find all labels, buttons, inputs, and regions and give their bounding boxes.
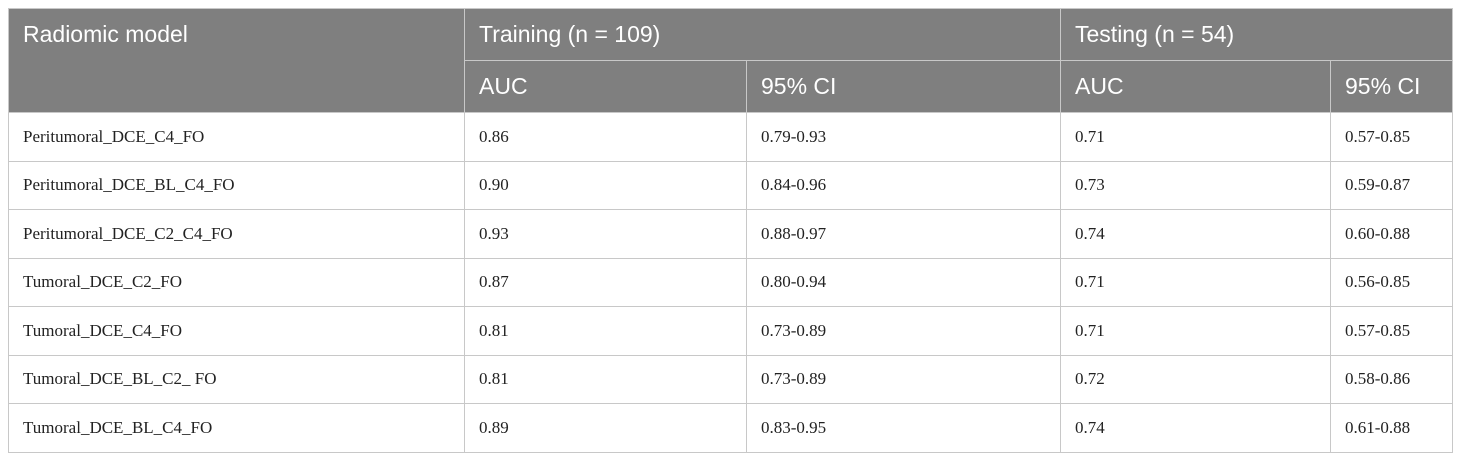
table-cell: 0.61-0.88 (1330, 403, 1454, 453)
table-cell: 0.88-0.97 (745, 209, 1062, 259)
table-row: Tumoral_DCE_C2_FO 0.87 0.80-0.94 0.71 0.56-0… (8, 257, 1454, 307)
table-cell: Tumoral_DCE_BL_C2_ FO (8, 354, 465, 404)
table-header: Radiomic model Training (n = 109) Testin… (8, 8, 1454, 113)
table-cell: Peritumoral_DCE_C4_FO (8, 112, 465, 162)
table-cell: 0.79-0.93 (745, 112, 1062, 162)
table-cell: 0.72 (1060, 354, 1332, 404)
table-cell: Peritumoral_DCE_BL_C4_FO (8, 160, 465, 210)
table-row: Tumoral_DCE_BL_C2_ FO 0.81 0.73-0.89 0.72 0.… (8, 354, 1454, 404)
table-row: Peritumoral_DCE_C2_C4_FO 0.93 0.88-0.97 0.7… (8, 209, 1454, 259)
table-cell: 0.59-0.87 (1330, 160, 1454, 210)
header-cell: AUC (464, 60, 747, 113)
table-cell: 0.60-0.88 (1330, 209, 1454, 259)
header-row: Radiomic model Training (n = 109) Testin… (8, 8, 1454, 113)
table-row: Peritumoral_DCE_C4_FO 0.86 0.79-0.93 0.71 0.… (8, 112, 1454, 162)
results-table: Radiomic model Training (n = 109) Testin… (8, 8, 1454, 453)
header-cell: Radiomic model (8, 8, 465, 113)
table-cell: 0.73-0.89 (745, 354, 1062, 404)
table-cell: 0.71 (1060, 112, 1332, 162)
table-cell: 0.57-0.85 (1330, 112, 1454, 162)
table-cell: Tumoral_DCE_C2_FO (8, 257, 465, 307)
table-cell: 0.81 (464, 306, 747, 356)
header-cell: Testing (n = 54) (1060, 8, 1454, 61)
header-cell: 95% CI (1330, 60, 1454, 113)
header-cell: Training (n = 109) (463, 8, 1062, 61)
table-row: Peritumoral_DCE_BL_C4_FO 0.90 0.84-0.96 0.7… (8, 160, 1454, 210)
table-cell: 0.89 (464, 403, 747, 453)
table-cell: 0.84-0.96 (745, 160, 1062, 210)
table-cell: 0.73-0.89 (745, 306, 1062, 356)
table-cell: 0.90 (464, 160, 747, 210)
header-cell: 95% CI (745, 60, 1062, 113)
table-cell: 0.73 (1060, 160, 1332, 210)
table-cell: 0.87 (464, 257, 747, 307)
table-cell: 0.80-0.94 (745, 257, 1062, 307)
table-cell: 0.81 (464, 354, 747, 404)
header-cell: AUC (1060, 60, 1332, 113)
table-cell: 0.71 (1060, 306, 1332, 356)
table-cell: 0.86 (464, 112, 747, 162)
table-body: Peritumoral_DCE_C4_FO 0.86 0.79-0.93 0.71 0.… (8, 112, 1454, 453)
table-cell: 0.74 (1060, 209, 1332, 259)
table-cell: 0.71 (1060, 257, 1332, 307)
table-cell: Peritumoral_DCE_C2_C4_FO (8, 209, 465, 259)
table-cell: Tumoral_DCE_BL_C4_FO (8, 403, 465, 453)
table-row: Tumoral_DCE_C4_FO 0.81 0.73-0.89 0.71 0.57-0… (8, 306, 1454, 356)
table-cell: 0.56-0.85 (1330, 257, 1454, 307)
table-cell: 0.74 (1060, 403, 1332, 453)
table-cell: Tumoral_DCE_C4_FO (8, 306, 465, 356)
table-cell: 0.93 (464, 209, 747, 259)
table-cell: 0.83-0.95 (745, 403, 1062, 453)
header-row: AUC 95% CI AUC 95% CI (9, 60, 1454, 113)
table-row: Tumoral_DCE_BL_C4_FO 0.89 0.83-0.95 0.74 0.6… (8, 403, 1454, 453)
table-cell: 0.58-0.86 (1330, 354, 1454, 404)
table-cell: 0.57-0.85 (1330, 306, 1454, 356)
